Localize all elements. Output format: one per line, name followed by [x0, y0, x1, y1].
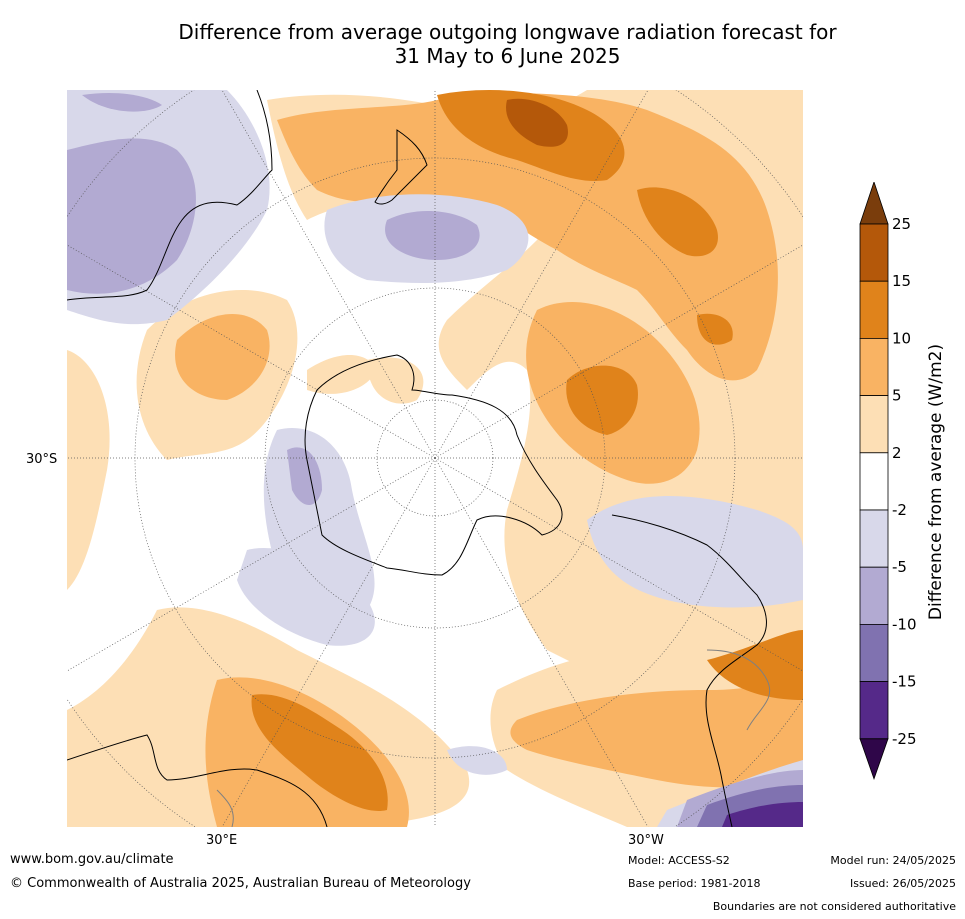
colorbar-ticks: 25 15 10 5 2 -2 -5 -10 -15 -25 — [892, 215, 917, 748]
colorbar-tick-label: -25 — [892, 730, 917, 748]
colorbar-arrow-bottom — [859, 738, 889, 781]
chart-title: Difference from average outgoing longwav… — [0, 20, 965, 68]
base-period: Base period: 1981-2018 — [628, 877, 761, 890]
longitude-label-30e: 30°E — [206, 833, 238, 848]
antarctica-coast — [304, 354, 563, 576]
colorbar-tick-label: -2 — [892, 501, 907, 519]
olr-anomaly-map — [67, 90, 803, 827]
south-america-coast — [611, 514, 767, 827]
colorbar-arrow-top — [859, 182, 889, 225]
model-name: Model: ACCESS-S2 — [628, 854, 730, 867]
title-line-2: 31 May to 6 June 2025 — [394, 44, 621, 68]
colorbar-swatch — [859, 566, 889, 625]
colorbar-tick-label: -10 — [892, 615, 917, 633]
colorbar-tick-label: 2 — [892, 444, 902, 462]
disclaimer: Boundaries are not considered authoritat… — [712, 900, 956, 913]
model-run-date: Model run: 24/05/2025 — [830, 854, 956, 867]
copyright-text: © Commonwealth of Australia 2025, Austra… — [10, 876, 471, 891]
colorbar-tick-label: -15 — [892, 673, 917, 691]
colorbar: 25 15 10 5 2 -2 -5 -10 -15 -25 — [859, 182, 917, 781]
anomaly-15-to-25 — [506, 98, 568, 147]
colorbar-tick-label: 25 — [892, 215, 911, 233]
colorbar-swatch — [859, 452, 889, 511]
colorbar-swatch — [859, 623, 889, 682]
colorbar-swatch — [859, 223, 889, 282]
colorbar-swatch — [859, 337, 889, 396]
latitude-label-30s: 30°S — [26, 452, 58, 467]
coastlines — [67, 90, 767, 827]
colorbar-tick-label: -5 — [892, 558, 907, 576]
colorbar-swatch — [859, 395, 889, 454]
title-line-1: Difference from average outgoing longwav… — [178, 20, 837, 44]
country-borders — [216, 649, 771, 827]
colorbar-swatch — [859, 509, 889, 568]
issued-date: Issued: 26/05/2025 — [849, 877, 956, 890]
australia-coast — [67, 90, 273, 301]
colorbar-label: Difference from average (W/m2) — [926, 343, 946, 621]
colorbar-tick-label: 10 — [892, 329, 911, 347]
graticule — [67, 90, 803, 827]
africa-coast — [67, 734, 328, 827]
new-zealand-coast — [374, 129, 428, 205]
colorbar-tick-label: 15 — [892, 272, 911, 290]
colorbar-swatch — [859, 280, 889, 339]
colorbar-swatch — [859, 681, 889, 740]
anomaly-minus-10-to-minus-25 — [697, 785, 803, 827]
colorbar-swatches — [859, 182, 889, 781]
website-url: www.bom.gov.au/climate — [10, 852, 174, 867]
longitude-label-30w: 30°W — [628, 833, 664, 848]
colorbar-tick-label: 5 — [892, 387, 902, 405]
